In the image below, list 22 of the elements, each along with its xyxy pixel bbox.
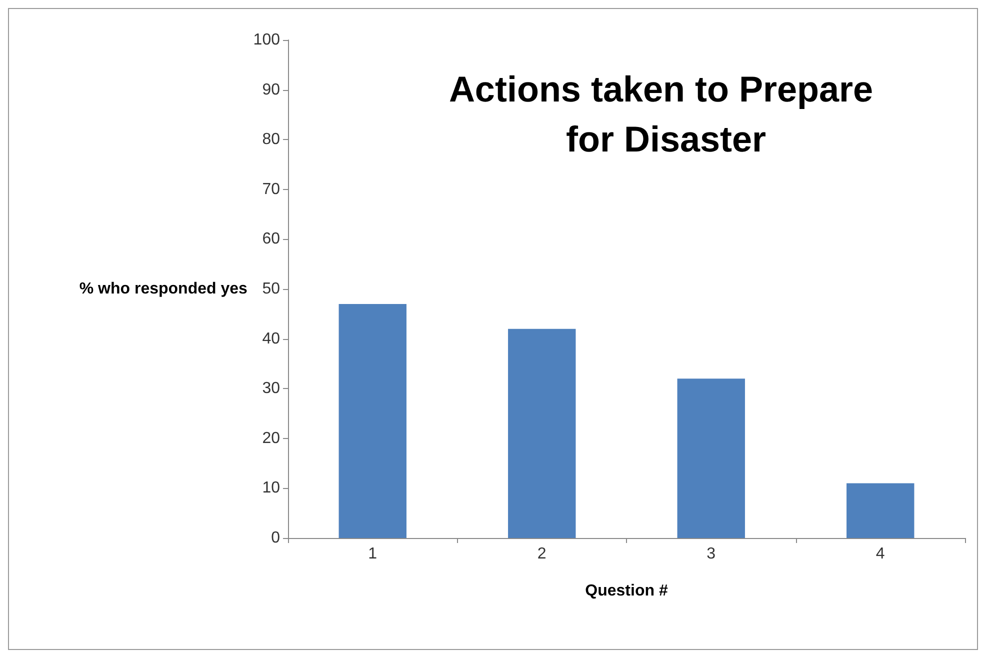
x-axis-title: Question # (585, 582, 668, 600)
y-tick-label: 70 (262, 180, 280, 198)
y-tick-label: 40 (262, 330, 280, 348)
y-tick-label: 30 (262, 380, 280, 398)
y-tick-label: 10 (262, 480, 280, 497)
text: Actions taken to Prepare for Disaster (448, 68, 884, 160)
y-tick-label: 60 (262, 230, 280, 248)
bar (677, 378, 745, 538)
x-tick-label: 4 (876, 546, 885, 562)
x-tick-label: 2 (537, 546, 546, 562)
x-tick-label: 3 (706, 546, 716, 562)
bar (846, 483, 914, 538)
y-tick-label: 0 (271, 530, 280, 546)
y-tick-label: 50 (262, 280, 280, 298)
y-tick-label: 90 (262, 81, 280, 98)
y-axis-title: % who responded yes (79, 280, 248, 298)
x-tick-label: 1 (368, 546, 378, 562)
y-tick-label: 100 (253, 32, 280, 48)
bar (338, 304, 406, 538)
y-tick-label: 20 (262, 430, 280, 447)
y-tick-label: 80 (262, 131, 280, 148)
bar (508, 328, 576, 538)
